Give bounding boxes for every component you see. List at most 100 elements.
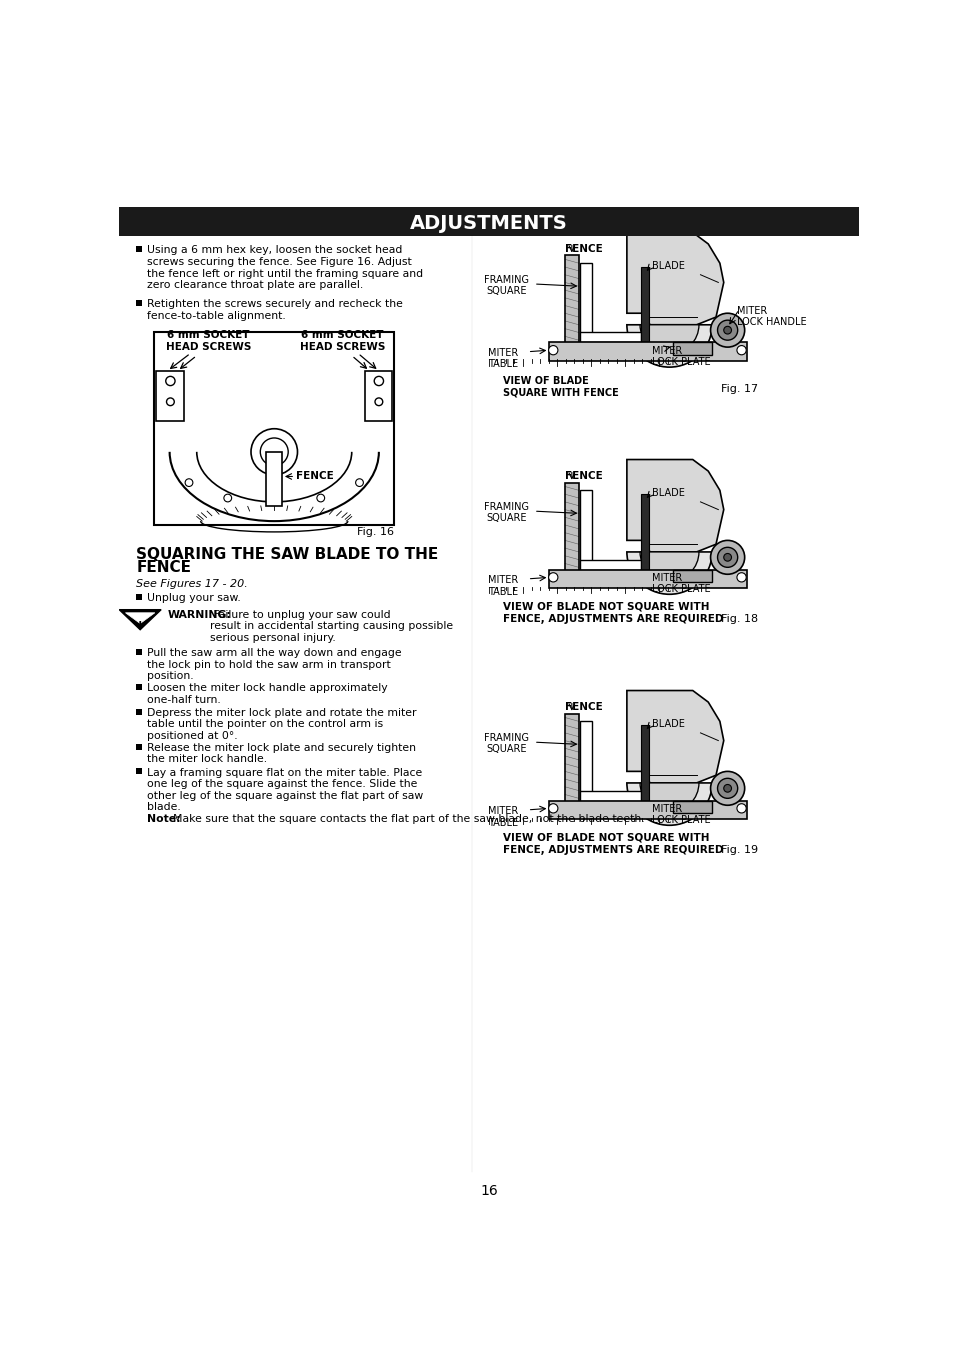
FancyBboxPatch shape bbox=[136, 708, 142, 715]
Circle shape bbox=[717, 779, 737, 798]
Circle shape bbox=[736, 345, 745, 355]
Text: Retighten the screws securely and recheck the
fence-to-table alignment.: Retighten the screws securely and rechec… bbox=[147, 299, 402, 321]
Text: VIEW OF BLADE NOT SQUARE WITH
FENCE, ADJUSTMENTS ARE REQUIRED: VIEW OF BLADE NOT SQUARE WITH FENCE, ADJ… bbox=[502, 833, 722, 855]
Polygon shape bbox=[564, 713, 578, 802]
Text: Fig. 18: Fig. 18 bbox=[720, 614, 758, 624]
Wedge shape bbox=[639, 325, 699, 355]
Polygon shape bbox=[579, 560, 640, 569]
Text: Pull the saw arm all the way down and engage
the lock pin to hold the saw arm in: Pull the saw arm all the way down and en… bbox=[147, 648, 401, 681]
FancyBboxPatch shape bbox=[136, 300, 142, 306]
Text: Lay a framing square flat on the miter table. Place
one leg of the square agains: Lay a framing square flat on the miter t… bbox=[147, 768, 423, 813]
Text: FRAMING
SQUARE: FRAMING SQUARE bbox=[484, 501, 529, 523]
Text: MITER
LOCK PLATE: MITER LOCK PLATE bbox=[651, 803, 710, 825]
Text: BLADE: BLADE bbox=[651, 719, 684, 728]
Circle shape bbox=[723, 326, 731, 334]
FancyBboxPatch shape bbox=[136, 743, 142, 750]
Wedge shape bbox=[639, 552, 699, 582]
Text: 16: 16 bbox=[479, 1184, 497, 1199]
Text: Using a 6 mm hex key, loosen the socket head
screws securing the fence. See Figu: Using a 6 mm hex key, loosen the socket … bbox=[147, 246, 423, 291]
Polygon shape bbox=[673, 569, 711, 582]
FancyBboxPatch shape bbox=[266, 451, 282, 506]
Text: 6 mm SOCKET
HEAD SCREWS: 6 mm SOCKET HEAD SCREWS bbox=[299, 330, 385, 352]
Polygon shape bbox=[626, 232, 723, 325]
Circle shape bbox=[736, 803, 745, 813]
Polygon shape bbox=[626, 459, 723, 552]
Text: FENCE: FENCE bbox=[564, 703, 602, 712]
Polygon shape bbox=[564, 482, 578, 571]
Polygon shape bbox=[125, 613, 154, 624]
Text: FENCE: FENCE bbox=[564, 472, 602, 481]
FancyBboxPatch shape bbox=[136, 594, 142, 599]
Circle shape bbox=[710, 772, 744, 806]
Polygon shape bbox=[579, 722, 592, 800]
Text: MITER
TABLE: MITER TABLE bbox=[487, 806, 517, 828]
Wedge shape bbox=[626, 325, 711, 367]
Wedge shape bbox=[626, 552, 711, 594]
Text: MITER
TABLE: MITER TABLE bbox=[487, 348, 517, 370]
Text: Failure to unplug your saw could
result in accidental starting causing possible
: Failure to unplug your saw could result … bbox=[210, 610, 453, 643]
Wedge shape bbox=[626, 783, 711, 825]
Polygon shape bbox=[673, 342, 711, 355]
Text: SQUARING THE SAW BLADE TO THE: SQUARING THE SAW BLADE TO THE bbox=[136, 546, 438, 561]
Polygon shape bbox=[579, 491, 592, 569]
Text: Loosen the miter lock handle approximately
one-half turn.: Loosen the miter lock handle approximate… bbox=[147, 684, 387, 705]
Text: WARNING:: WARNING: bbox=[167, 610, 231, 620]
Text: Make sure that the square contacts the flat part of the saw blade, not the blade: Make sure that the square contacts the f… bbox=[172, 814, 643, 825]
Text: FENCE: FENCE bbox=[295, 472, 334, 481]
FancyBboxPatch shape bbox=[136, 246, 142, 253]
Polygon shape bbox=[640, 495, 648, 569]
Text: FENCE: FENCE bbox=[564, 243, 602, 254]
Text: MITER
TABLE: MITER TABLE bbox=[487, 575, 517, 597]
Circle shape bbox=[736, 572, 745, 582]
Polygon shape bbox=[579, 333, 640, 342]
Circle shape bbox=[717, 548, 737, 567]
Polygon shape bbox=[640, 266, 648, 342]
Text: Release the miter lock plate and securely tighten
the miter lock handle.: Release the miter lock plate and securel… bbox=[147, 743, 416, 765]
Polygon shape bbox=[673, 800, 711, 813]
Text: BLADE: BLADE bbox=[651, 261, 684, 270]
Circle shape bbox=[548, 345, 558, 355]
FancyBboxPatch shape bbox=[136, 684, 142, 690]
Text: Depress the miter lock plate and rotate the miter
table until the pointer on the: Depress the miter lock plate and rotate … bbox=[147, 708, 416, 741]
Text: MITER
LOCK HANDLE: MITER LOCK HANDLE bbox=[736, 306, 805, 328]
Text: FENCE: FENCE bbox=[136, 560, 192, 575]
Text: ADJUSTMENTS: ADJUSTMENTS bbox=[410, 213, 567, 232]
Text: FRAMING
SQUARE: FRAMING SQUARE bbox=[484, 733, 529, 754]
Polygon shape bbox=[549, 342, 746, 361]
FancyBboxPatch shape bbox=[154, 333, 394, 525]
FancyBboxPatch shape bbox=[365, 371, 392, 421]
Text: Fig. 17: Fig. 17 bbox=[720, 385, 758, 394]
Circle shape bbox=[548, 803, 558, 813]
FancyBboxPatch shape bbox=[119, 207, 858, 236]
Text: BLADE: BLADE bbox=[651, 488, 684, 497]
Polygon shape bbox=[579, 264, 592, 342]
Text: FRAMING
SQUARE: FRAMING SQUARE bbox=[484, 275, 529, 296]
Polygon shape bbox=[564, 255, 578, 344]
FancyBboxPatch shape bbox=[136, 650, 142, 655]
FancyBboxPatch shape bbox=[136, 768, 142, 775]
Circle shape bbox=[723, 784, 731, 792]
Text: Unplug your saw.: Unplug your saw. bbox=[147, 593, 241, 603]
Polygon shape bbox=[579, 791, 640, 800]
Polygon shape bbox=[549, 800, 746, 819]
Polygon shape bbox=[626, 690, 723, 783]
Wedge shape bbox=[639, 783, 699, 813]
Text: Fig. 19: Fig. 19 bbox=[720, 845, 758, 855]
Circle shape bbox=[548, 572, 558, 582]
Text: !: ! bbox=[138, 621, 142, 631]
Text: Note:: Note: bbox=[147, 814, 180, 825]
Text: VIEW OF BLADE NOT SQUARE WITH
FENCE, ADJUSTMENTS ARE REQUIRED: VIEW OF BLADE NOT SQUARE WITH FENCE, ADJ… bbox=[502, 602, 722, 624]
Polygon shape bbox=[549, 569, 746, 588]
Circle shape bbox=[710, 541, 744, 575]
Text: Fig. 16: Fig. 16 bbox=[357, 527, 394, 537]
Text: MITER
LOCK PLATE: MITER LOCK PLATE bbox=[651, 345, 710, 367]
Circle shape bbox=[717, 321, 737, 340]
FancyBboxPatch shape bbox=[156, 371, 183, 421]
Text: See Figures 17 - 20.: See Figures 17 - 20. bbox=[136, 579, 248, 588]
Text: 6 mm SOCKET
HEAD SCREWS: 6 mm SOCKET HEAD SCREWS bbox=[166, 330, 251, 352]
Polygon shape bbox=[119, 610, 161, 629]
Circle shape bbox=[723, 553, 731, 561]
Polygon shape bbox=[640, 726, 648, 800]
Text: MITER
LOCK PLATE: MITER LOCK PLATE bbox=[651, 572, 710, 594]
Circle shape bbox=[710, 313, 744, 347]
